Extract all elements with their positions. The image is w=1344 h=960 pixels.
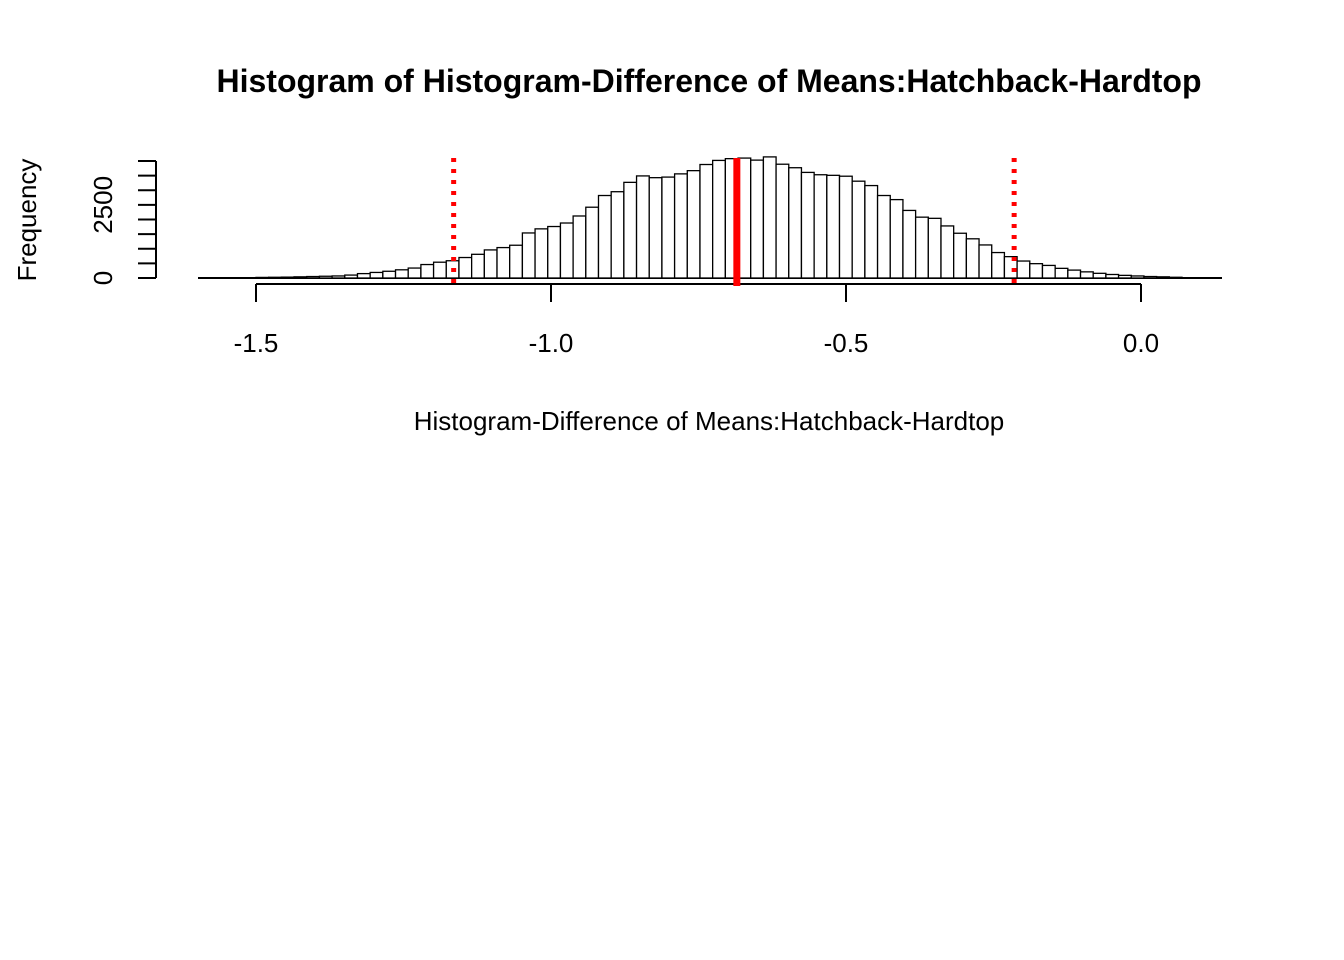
histogram-bar bbox=[813, 174, 828, 279]
histogram-bar bbox=[331, 275, 346, 279]
x-tick-label: -0.5 bbox=[824, 328, 869, 358]
histogram-bar bbox=[838, 175, 853, 279]
histogram-bar bbox=[1016, 260, 1031, 279]
histogram-bar bbox=[914, 216, 929, 279]
histogram-bar bbox=[673, 173, 688, 279]
histogram-bar bbox=[585, 206, 600, 279]
histogram-bar bbox=[547, 225, 562, 279]
histogram-bar bbox=[1079, 271, 1094, 279]
histogram-bar bbox=[1168, 276, 1183, 279]
histogram-bar bbox=[1143, 275, 1158, 279]
histogram-bar bbox=[356, 272, 371, 279]
histogram-bar bbox=[382, 270, 397, 279]
histogram-bar bbox=[699, 163, 714, 279]
histogram-bar bbox=[394, 269, 409, 279]
histogram-bar bbox=[407, 267, 422, 279]
x-axis: -1.5 -1.0 -0.5 0.0 bbox=[234, 283, 1159, 358]
histogram-bar bbox=[889, 198, 904, 279]
histogram-bar bbox=[280, 276, 295, 279]
histogram-bar bbox=[534, 228, 549, 279]
x-tick-label: -1.0 bbox=[529, 328, 574, 358]
histogram-bar bbox=[1105, 273, 1120, 279]
histogram-bar bbox=[470, 253, 485, 279]
histogram-bar bbox=[648, 177, 663, 279]
histogram-bar bbox=[1041, 264, 1056, 279]
histogram-bar bbox=[572, 215, 587, 279]
x-tick-label: -1.5 bbox=[234, 328, 279, 358]
histogram-bar bbox=[927, 217, 942, 279]
histogram-bar bbox=[597, 194, 612, 279]
histogram-bar bbox=[953, 232, 968, 279]
histogram-bar bbox=[661, 176, 676, 279]
histogram-bar bbox=[940, 225, 955, 279]
histogram-bar bbox=[255, 276, 270, 279]
x-tick-label: 0.0 bbox=[1123, 328, 1159, 358]
y-axis: 0 2500 bbox=[88, 160, 157, 285]
histogram-bar bbox=[762, 156, 777, 279]
histogram-bar bbox=[483, 249, 498, 279]
histogram-bar bbox=[344, 274, 359, 279]
histogram-bar bbox=[610, 191, 625, 279]
histogram-bar bbox=[635, 175, 650, 279]
histogram-bar bbox=[509, 244, 524, 279]
histogram-bar bbox=[1029, 263, 1044, 279]
histogram-bar bbox=[876, 194, 891, 279]
histogram-bar bbox=[826, 174, 841, 279]
histogram-bar bbox=[978, 244, 993, 279]
histogram-bar bbox=[1092, 272, 1107, 279]
x-axis-label: Histogram-Difference of Means:Hatchback-… bbox=[414, 406, 1005, 436]
histogram-bar bbox=[623, 181, 638, 279]
histogram-bar bbox=[318, 275, 333, 279]
histogram-bar bbox=[559, 222, 574, 279]
histogram-bar bbox=[293, 276, 308, 279]
histogram-bar bbox=[496, 246, 511, 279]
histogram-bar bbox=[1130, 275, 1145, 279]
histogram-bar bbox=[1067, 269, 1082, 279]
histogram-bar bbox=[750, 159, 765, 279]
chart-title: Histogram of Histogram-Difference of Mea… bbox=[216, 63, 1201, 99]
histogram-bar bbox=[864, 184, 879, 279]
histogram-bar bbox=[712, 159, 726, 279]
y-axis-label: Frequency bbox=[12, 159, 42, 282]
y-tick-label: 2500 bbox=[88, 176, 118, 234]
histogram-bar bbox=[458, 256, 473, 279]
histogram-bar bbox=[420, 263, 435, 279]
histogram-bar bbox=[788, 167, 803, 279]
histogram-bar bbox=[268, 276, 283, 279]
histogram-bar bbox=[902, 209, 917, 279]
histogram-bar bbox=[306, 275, 321, 279]
histogram-bar bbox=[369, 271, 384, 279]
reference-lines bbox=[451, 158, 1017, 286]
histogram-bar bbox=[1155, 276, 1170, 279]
histogram-bar bbox=[1054, 267, 1069, 279]
histogram-bar bbox=[991, 251, 1006, 279]
histogram-bar bbox=[851, 180, 866, 279]
histogram-bar bbox=[521, 232, 536, 279]
histogram-bars bbox=[198, 156, 1222, 279]
histogram-bar bbox=[686, 170, 701, 279]
y-tick-label: 0 bbox=[88, 271, 118, 285]
histogram-bar bbox=[432, 261, 447, 279]
histogram-bar bbox=[965, 238, 980, 279]
histogram-bar bbox=[775, 163, 790, 279]
histogram-bar bbox=[800, 171, 815, 279]
histogram-bar bbox=[1117, 274, 1132, 279]
